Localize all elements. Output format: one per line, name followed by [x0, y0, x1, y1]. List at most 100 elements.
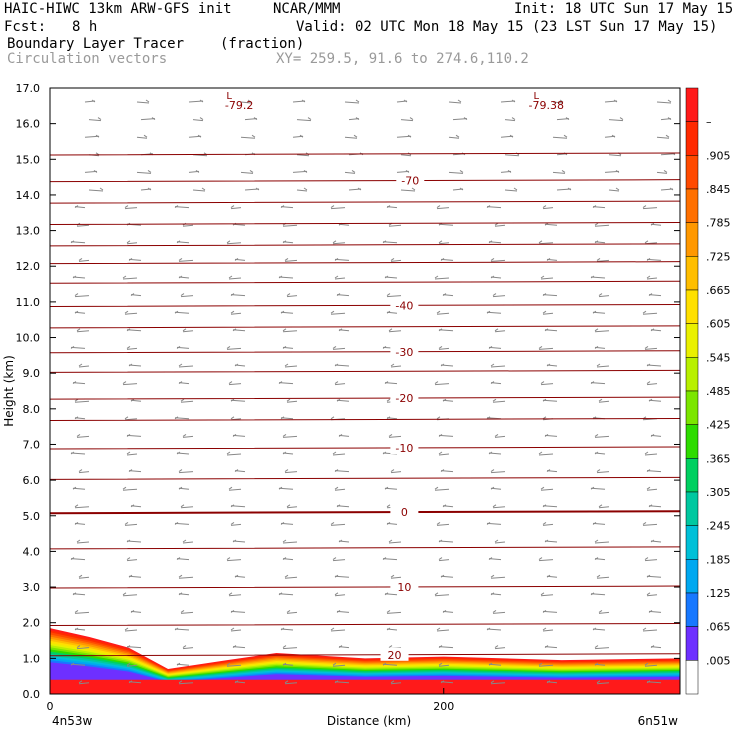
vector-arrowhead [230, 609, 235, 613]
low-marker-value: -79.2 [225, 99, 253, 112]
vector-arrow [538, 453, 554, 456]
vector-arrow [126, 242, 138, 245]
vector-arrow [436, 207, 450, 210]
vector-arrow [334, 277, 346, 280]
vector-arrow [642, 629, 658, 632]
vector-arrowhead [334, 275, 339, 279]
vector-arrowhead [388, 433, 393, 437]
vector-arrow [552, 101, 564, 104]
vector-arrow [388, 435, 402, 438]
vector-arrow [596, 576, 610, 579]
vector-arrowhead [230, 205, 235, 209]
vector-arrow [188, 100, 204, 103]
colorbar: – .905 .845 .785 .725 .665 .605 .545 .485 .425 .36… [685, 87, 731, 695]
vector-arrowhead [197, 134, 202, 138]
vector-arrowhead [442, 293, 447, 297]
tracer-field [50, 628, 680, 694]
contour-label-bg [390, 298, 419, 312]
colorbar-swatch [685, 289, 699, 324]
vector-arrow [486, 522, 502, 525]
vector-arrowhead [286, 398, 291, 402]
vector-arrowhead [286, 293, 291, 297]
vector-arrowhead [74, 293, 79, 297]
x-axis-label: Distance (km) [327, 714, 411, 728]
vector-arrow [282, 330, 298, 333]
vector-arrowhead [338, 328, 343, 332]
vector-arrowhead [386, 504, 391, 508]
vector-arrowhead [332, 240, 337, 244]
vector-arrowhead [278, 275, 283, 279]
vector-arrowhead [390, 574, 395, 578]
vector-arrowhead [382, 557, 387, 561]
vector-arrow [490, 259, 506, 262]
vector-arrowhead [357, 187, 362, 191]
vector-arrow [608, 154, 622, 157]
vector-arrow [330, 523, 346, 526]
vector-arrow [226, 559, 242, 562]
vector-arrow [646, 383, 658, 386]
vector-arrow [390, 576, 402, 579]
vector-arrowhead [70, 240, 75, 244]
vector-arrowhead [492, 398, 497, 402]
vector-arrowhead [592, 521, 597, 525]
vector-arrowhead [648, 398, 653, 402]
vector-arrowhead [128, 574, 133, 578]
vector-arrow [388, 541, 402, 544]
vector-arrow [76, 647, 90, 650]
vector-arrowhead [130, 398, 135, 402]
vector-arrowhead [611, 134, 616, 138]
vector-arrowhead [178, 574, 183, 578]
vector-arrowhead [234, 680, 239, 684]
vector-arrow [76, 330, 90, 333]
vector-arrowhead [438, 433, 443, 437]
vector-arrow [136, 101, 150, 104]
vector-arrowhead [176, 345, 181, 349]
vector-arrow [330, 629, 346, 632]
vector-arrowhead [546, 469, 551, 473]
vector-arrowhead [178, 275, 183, 279]
vector-arrow [500, 100, 516, 103]
vector-arrowhead [436, 416, 441, 420]
vector-arrowhead [436, 310, 441, 314]
contour-label: 20 [388, 649, 402, 662]
vector-arrowhead [247, 99, 252, 103]
vector-arrow [390, 471, 402, 474]
vector-arrow [438, 329, 454, 332]
vector-arrow [486, 311, 502, 314]
vector-arrow [296, 119, 312, 122]
vector-arrowhead [122, 381, 127, 385]
vector-arrow [646, 277, 658, 280]
vector-arrowhead [494, 645, 499, 649]
vector-arrowhead [182, 433, 187, 437]
vector-arrow [230, 629, 242, 632]
vector-arrow [386, 611, 402, 614]
vector-arrowhead [594, 328, 599, 332]
colorbar-swatch [685, 121, 699, 156]
vector-arrowhead [282, 557, 287, 561]
vector-arrowhead [282, 345, 287, 349]
vector-arrowhead [490, 680, 495, 684]
vector-arrowhead [642, 627, 647, 631]
vector-arrowhead [174, 205, 179, 209]
contour-line [50, 622, 680, 626]
y-tick-label: 5.0 [23, 510, 41, 523]
colorbar-swatch [685, 357, 699, 392]
vector-arrow [334, 383, 346, 386]
init-time: Init: 18 UTC Sun 17 May 15 [514, 1, 734, 17]
colorbar-label: .125 [706, 587, 731, 600]
vector-arrowhead [182, 539, 187, 543]
vector-arrow [594, 541, 610, 544]
vector-arrowhead [594, 240, 599, 244]
vector-arrowhead [590, 275, 595, 279]
vector-arrowhead [438, 557, 443, 561]
vector-arrowhead [594, 222, 599, 226]
vector-arrowhead [330, 627, 335, 631]
vector-arrowhead [143, 134, 148, 138]
vector-arrow [438, 223, 454, 226]
contour-label: -40 [395, 299, 413, 312]
vector-arrow [178, 576, 194, 579]
vector-arrow [660, 153, 676, 156]
vector-arrow [642, 207, 658, 210]
vector-arrow [74, 400, 90, 403]
vector-arrow [74, 295, 90, 298]
